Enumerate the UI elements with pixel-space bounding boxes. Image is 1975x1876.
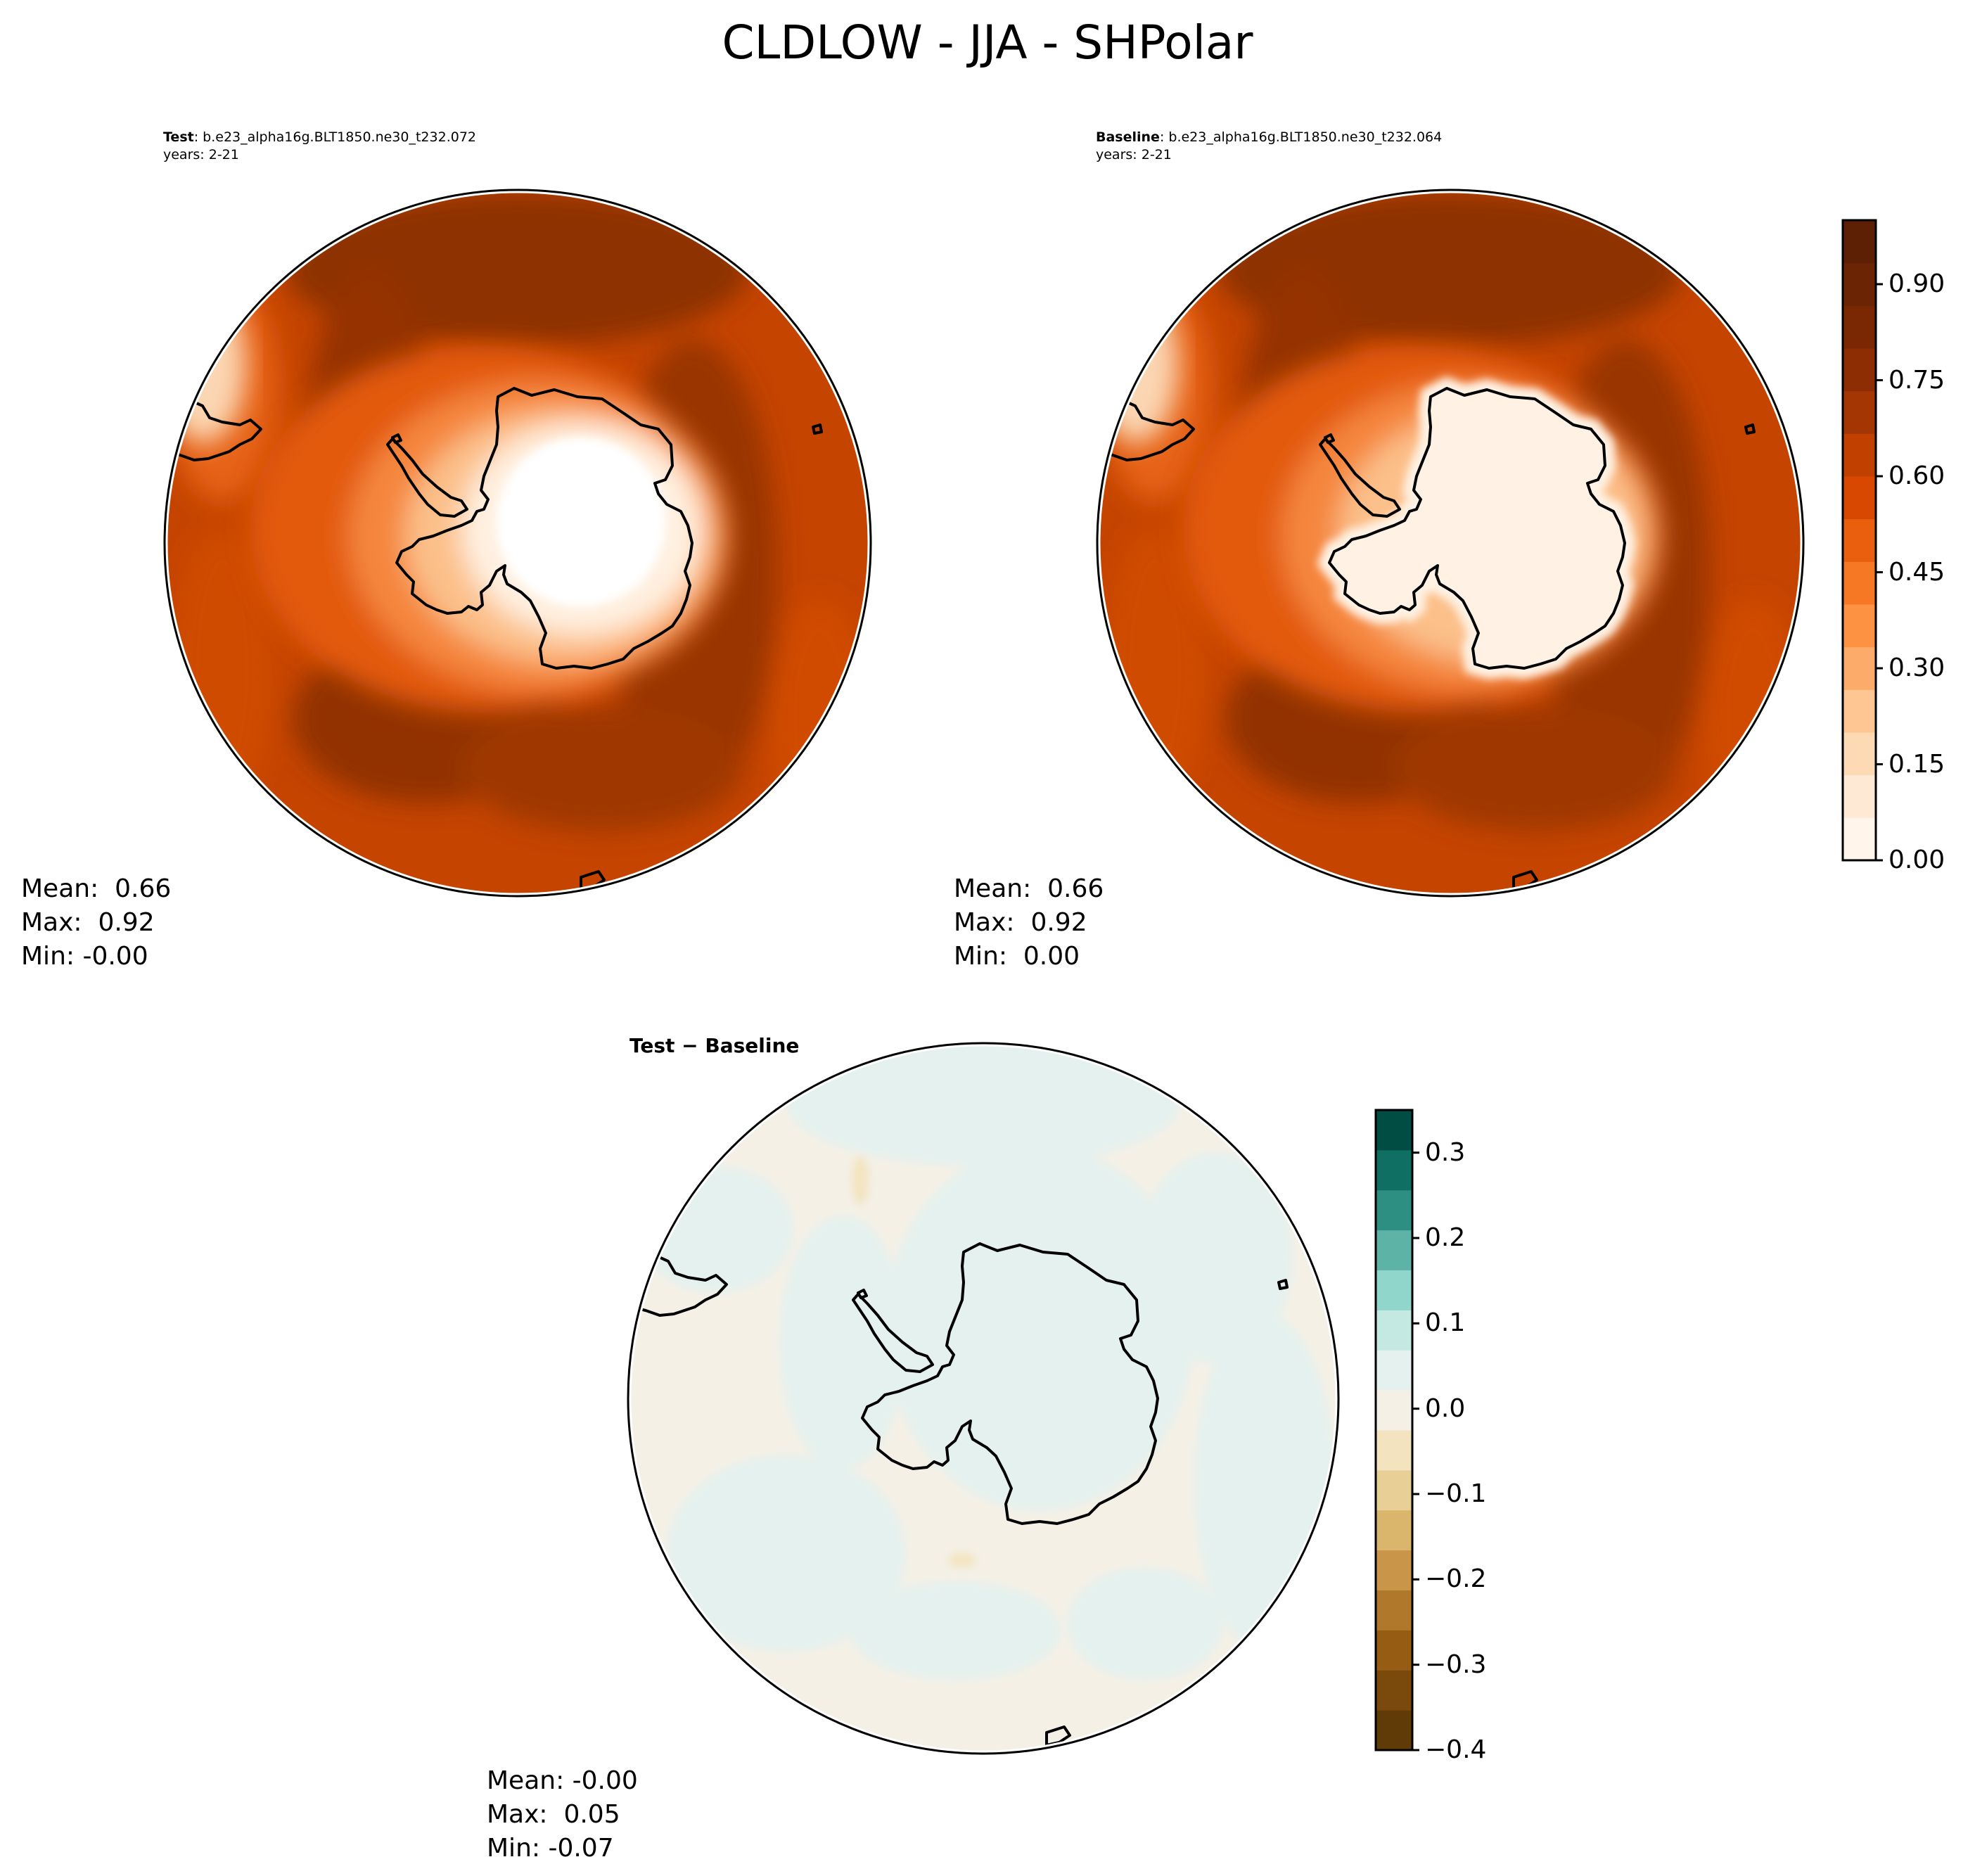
main-colorbar-segment (1843, 604, 1876, 648)
main-colorbar-segment (1843, 220, 1876, 264)
diff-colorbar-segment (1376, 1310, 1412, 1351)
baseline-label: Baseline (1096, 129, 1160, 145)
diff-colorbar-segment (1376, 1270, 1412, 1310)
diff-colorbar-segment (1376, 1710, 1412, 1751)
diff-colorbar-segment (1376, 1149, 1412, 1191)
baseline-max: Max: 0.92 (954, 908, 1087, 937)
diff-map (627, 1042, 1340, 1755)
main-colorbar-segment (1843, 817, 1876, 861)
main-colorbar-segment (1843, 646, 1876, 690)
main-colorbar-frame (1841, 219, 1877, 862)
diff-stats: Mean: -0.00 Max: 0.05 Min: -0.07 (487, 1764, 638, 1865)
figure-title: CLDLOW - JJA - SHPolar (722, 15, 1253, 70)
diff-label: Test − Baseline (629, 1034, 800, 1057)
diff-colorbar-frame (1374, 1109, 1414, 1751)
diff-colorbar-segment (1376, 1230, 1412, 1270)
test-max: Max: 0.92 (21, 908, 155, 937)
diff-colorbar-segment (1376, 1110, 1412, 1151)
baseline-min: Min: 0.00 (954, 942, 1080, 971)
diff-colorbar-segment (1376, 1390, 1412, 1431)
main-colorbar-tick-label: 0.75 (1888, 365, 1945, 395)
test-years: years: 2-21 (163, 147, 239, 162)
baseline-panel-title: Baseline: b.e23_alpha16g.BLT1850.ne30_t2… (1096, 129, 1442, 164)
main-colorbar-segment (1843, 732, 1876, 776)
diff-colorbar-segment (1376, 1469, 1412, 1511)
diff-min: Min: -0.07 (487, 1834, 614, 1863)
diff-colorbar (1374, 1109, 1419, 1751)
diff-colorbar-tick-label: −0.2 (1425, 1564, 1487, 1594)
main-colorbar-tick-label: 0.30 (1888, 653, 1945, 682)
main-colorbar-tick-label: 0.45 (1888, 557, 1945, 587)
main-colorbar (1841, 219, 1883, 862)
test-panel-title: Test: b.e23_alpha16g.BLT1850.ne30_t232.0… (163, 129, 476, 164)
diff-colorbar-tick-label: −0.3 (1425, 1650, 1487, 1679)
main-colorbar-tick-label: 0.90 (1888, 269, 1945, 298)
diff-colorbar-segment (1376, 1630, 1412, 1671)
baseline-mean: Mean: 0.66 (954, 874, 1104, 903)
diff-colorbar-tick-label: 0.3 (1425, 1137, 1466, 1167)
baseline-case-name: : b.e23_alpha16g.BLT1850.ne30_t232.064 (1159, 129, 1443, 145)
main-colorbar-segment (1843, 689, 1876, 733)
main-colorbar-segment (1843, 305, 1876, 349)
diff-max: Max: 0.05 (487, 1800, 620, 1829)
diff-panel-title: Test − Baseline (629, 1034, 800, 1057)
diff-colorbar-segment (1376, 1550, 1412, 1590)
diff-mean: Mean: -0.00 (487, 1766, 638, 1795)
diff-colorbar-tick-label: 0.2 (1425, 1223, 1466, 1252)
diff-colorbar-tick-label: −0.4 (1425, 1735, 1487, 1764)
diff-colorbar-segment (1376, 1350, 1412, 1391)
test-stats: Mean: 0.66 Max: 0.92 Min: -0.00 (21, 872, 171, 974)
diff-colorbar-tick-label: 0.0 (1425, 1393, 1466, 1423)
diff-colorbar-segment (1376, 1670, 1412, 1711)
main-colorbar-segment (1843, 262, 1876, 306)
main-colorbar-segment (1843, 348, 1876, 392)
baseline-map (1096, 189, 1805, 898)
main-colorbar-segment (1843, 390, 1876, 434)
main-colorbar-segment (1843, 476, 1876, 520)
main-colorbar-tick-label: 0.00 (1888, 846, 1945, 874)
main-colorbar-segment (1843, 518, 1876, 562)
main-colorbar-segment (1843, 561, 1876, 605)
main-colorbar-tick-label: 0.60 (1888, 461, 1945, 490)
main-colorbar-segment (1843, 774, 1876, 818)
diff-colorbar-segment (1376, 1430, 1412, 1471)
diff-colorbar-segment (1376, 1590, 1412, 1631)
main-colorbar-tick-label: 0.15 (1888, 749, 1945, 779)
baseline-stats: Mean: 0.66 Max: 0.92 Min: 0.00 (954, 872, 1104, 974)
diff-colorbar-tick-label: 0.1 (1425, 1308, 1466, 1338)
diff-colorbar-segment (1376, 1189, 1412, 1231)
test-label: Test (163, 129, 194, 145)
main-colorbar-segment (1843, 433, 1876, 477)
test-mean: Mean: 0.66 (21, 874, 172, 903)
baseline-years: years: 2-21 (1096, 147, 1172, 162)
test-case-name: : b.e23_alpha16g.BLT1850.ne30_t232.072 (193, 129, 477, 145)
test-map (163, 189, 872, 898)
test-min: Min: -0.00 (21, 942, 148, 971)
diff-colorbar-tick-label: −0.1 (1425, 1479, 1487, 1508)
diff-colorbar-segment (1376, 1510, 1412, 1551)
